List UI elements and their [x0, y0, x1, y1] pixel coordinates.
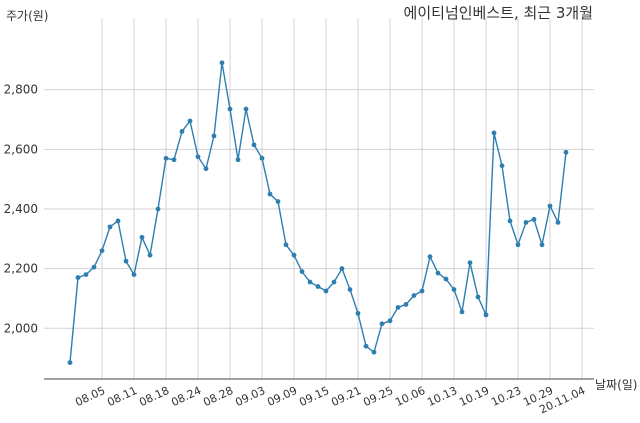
x-tick-label: 09.21 [329, 384, 363, 409]
x-tick-label: 09.03 [233, 384, 267, 409]
price-point [523, 219, 529, 225]
x-tick-label: 10.06 [393, 384, 427, 409]
x-tick-label: 08.11 [105, 384, 139, 409]
price-point [147, 252, 153, 258]
price-point [275, 199, 281, 204]
price-point [371, 349, 377, 355]
x-axis-ticks: 08.0508.1108.1808.2408.2809.0309.0909.15… [73, 384, 587, 416]
price-point [291, 252, 297, 258]
price-point [315, 284, 321, 289]
price-point [163, 155, 169, 161]
price-point [515, 242, 521, 248]
price-point [411, 293, 417, 298]
price-point [115, 218, 121, 224]
price-point [299, 269, 305, 275]
x-axis-label: 날짜(일) [595, 378, 637, 392]
price-point [339, 266, 345, 272]
price-point [499, 163, 505, 169]
price-point [483, 312, 489, 318]
price-point [395, 305, 401, 310]
price-point [459, 309, 465, 315]
x-tick-label: 10.23 [489, 384, 523, 409]
price-point [131, 272, 137, 277]
price-point [307, 279, 313, 285]
x-tick-label: 08.18 [137, 384, 171, 409]
price-point [387, 318, 393, 324]
price-point [195, 154, 201, 160]
price-point [139, 234, 145, 240]
price-point [235, 157, 241, 163]
price-point [475, 294, 481, 300]
price-point [75, 275, 81, 280]
y-tick-label: 2,000 [4, 321, 38, 335]
price-point [251, 142, 257, 148]
y-tick-label: 2,200 [4, 262, 38, 276]
price-point [91, 264, 97, 270]
price-point [539, 242, 545, 248]
price-point [331, 279, 337, 285]
price-point [123, 258, 129, 264]
price-line [69, 62, 567, 363]
price-point [283, 242, 289, 248]
x-tick-label: 09.15 [297, 384, 331, 409]
y-tick-label: 2,600 [4, 142, 38, 156]
price-point [443, 276, 449, 282]
price-point [243, 106, 249, 112]
price-point [403, 302, 409, 307]
price-point [227, 106, 233, 112]
price-point [531, 217, 537, 222]
x-tick-label: 09.25 [361, 384, 395, 409]
price-point [155, 206, 161, 212]
price-point [187, 118, 193, 124]
x-tick-label: 10.13 [425, 384, 459, 409]
price-point [451, 287, 457, 292]
price-point [67, 360, 73, 365]
x-tick-label: 09.09 [265, 384, 299, 409]
y-axis-ticks: 2,000 2,200 2,400 2,600 2,800 [4, 83, 38, 336]
price-point [491, 130, 497, 136]
price-point [323, 288, 329, 294]
price-point [347, 287, 353, 292]
x-tick-label: 08.28 [201, 384, 235, 409]
price-point [219, 60, 225, 66]
x-tick-label: 10.19 [457, 384, 491, 409]
price-point [179, 129, 185, 134]
price-point [267, 191, 273, 197]
y-tick-label: 2,800 [4, 83, 38, 97]
price-point [435, 270, 441, 276]
price-point [259, 155, 265, 161]
y-axis-label: 주가(원) [6, 9, 48, 23]
x-tick-label: 08.24 [169, 384, 203, 409]
price-point [355, 310, 361, 316]
price-point [507, 218, 513, 224]
price-series [67, 60, 569, 365]
price-point [467, 260, 473, 266]
price-point [107, 224, 113, 230]
y-tick-label: 2,400 [4, 202, 38, 216]
price-point [171, 157, 177, 163]
price-point [419, 288, 425, 294]
price-point [379, 321, 385, 327]
price-point [363, 343, 369, 349]
chart-title: 에이티넘인베스트, 최근 3개월 [404, 4, 593, 22]
price-point [203, 166, 209, 172]
price-point [547, 203, 553, 209]
price-point [99, 248, 105, 254]
price-point [211, 133, 217, 139]
x-tick-label: 08.05 [73, 384, 107, 409]
grid-lines [44, 18, 594, 379]
price-point [427, 254, 433, 260]
price-point [83, 272, 89, 277]
price-point [563, 149, 569, 155]
price-point [555, 219, 561, 225]
